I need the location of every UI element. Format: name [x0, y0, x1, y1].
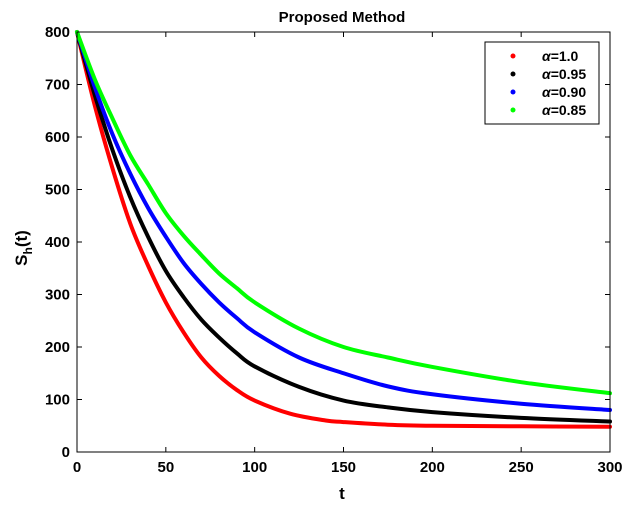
y-axis-title-main: S: [12, 254, 31, 265]
legend-value: =0.90: [551, 84, 587, 100]
legend-alpha-symbol: α: [542, 48, 552, 64]
legend: α=1.0α=0.95α=0.90α=0.85: [484, 41, 600, 125]
legend-value: =1.0: [551, 48, 579, 64]
legend-label-2: α=0.95: [542, 66, 586, 82]
y-tick-label-300: 300: [45, 287, 70, 304]
y-tick-label-0: 0: [62, 444, 70, 461]
x-tick-label-150: 150: [331, 459, 356, 476]
y-tick-label-200: 200: [45, 339, 70, 356]
legend-alpha-symbol: α: [542, 66, 552, 82]
y-tick-label-700: 700: [45, 77, 70, 94]
legend-alpha-symbol: α: [542, 84, 552, 100]
series-line-3: [75, 30, 612, 412]
x-tick-label-0: 0: [73, 459, 81, 476]
y-axis-title-subscript: h: [21, 247, 35, 254]
y-tick-label-100: 100: [45, 392, 70, 409]
x-tick-label-200: 200: [420, 459, 445, 476]
y-tick-label-600: 600: [45, 129, 70, 146]
legend-box: [484, 41, 600, 125]
x-tick-label-100: 100: [242, 459, 267, 476]
legend-marker-1: [510, 53, 516, 59]
y-tick-label-500: 500: [45, 182, 70, 199]
legend-marker-3: [510, 89, 516, 95]
y-tick-label-800: 800: [45, 24, 70, 41]
legend-value: =0.95: [551, 66, 587, 82]
legend-marker-2: [510, 71, 516, 77]
y-axis-title-tail: (t): [12, 230, 31, 247]
x-tick-label-50: 50: [157, 459, 174, 476]
x-tick-label-250: 250: [509, 459, 534, 476]
plot-area: [75, 30, 612, 429]
legend-value: =0.85: [551, 102, 587, 118]
chart-title: Proposed Method: [279, 9, 406, 26]
legend-marker-4: [510, 107, 516, 113]
series-line-2: [75, 30, 612, 424]
x-tick-label-300: 300: [597, 459, 622, 476]
series-line-1: [75, 30, 612, 429]
legend-label-4: α=0.85: [542, 102, 586, 118]
legend-label-1: α=1.0: [542, 48, 579, 64]
legend-alpha-symbol: α: [542, 102, 552, 118]
y-tick-label-400: 400: [45, 234, 70, 251]
series-line-4: [75, 30, 612, 396]
x-axis-title: t: [339, 484, 345, 503]
axes: 0 50 100 150 200 250 300 0 100 200 300 400 500 600 700…: [45, 24, 623, 476]
legend-label-3: α=0.90: [542, 84, 586, 100]
y-axis-title: Sh(t): [12, 230, 35, 266]
